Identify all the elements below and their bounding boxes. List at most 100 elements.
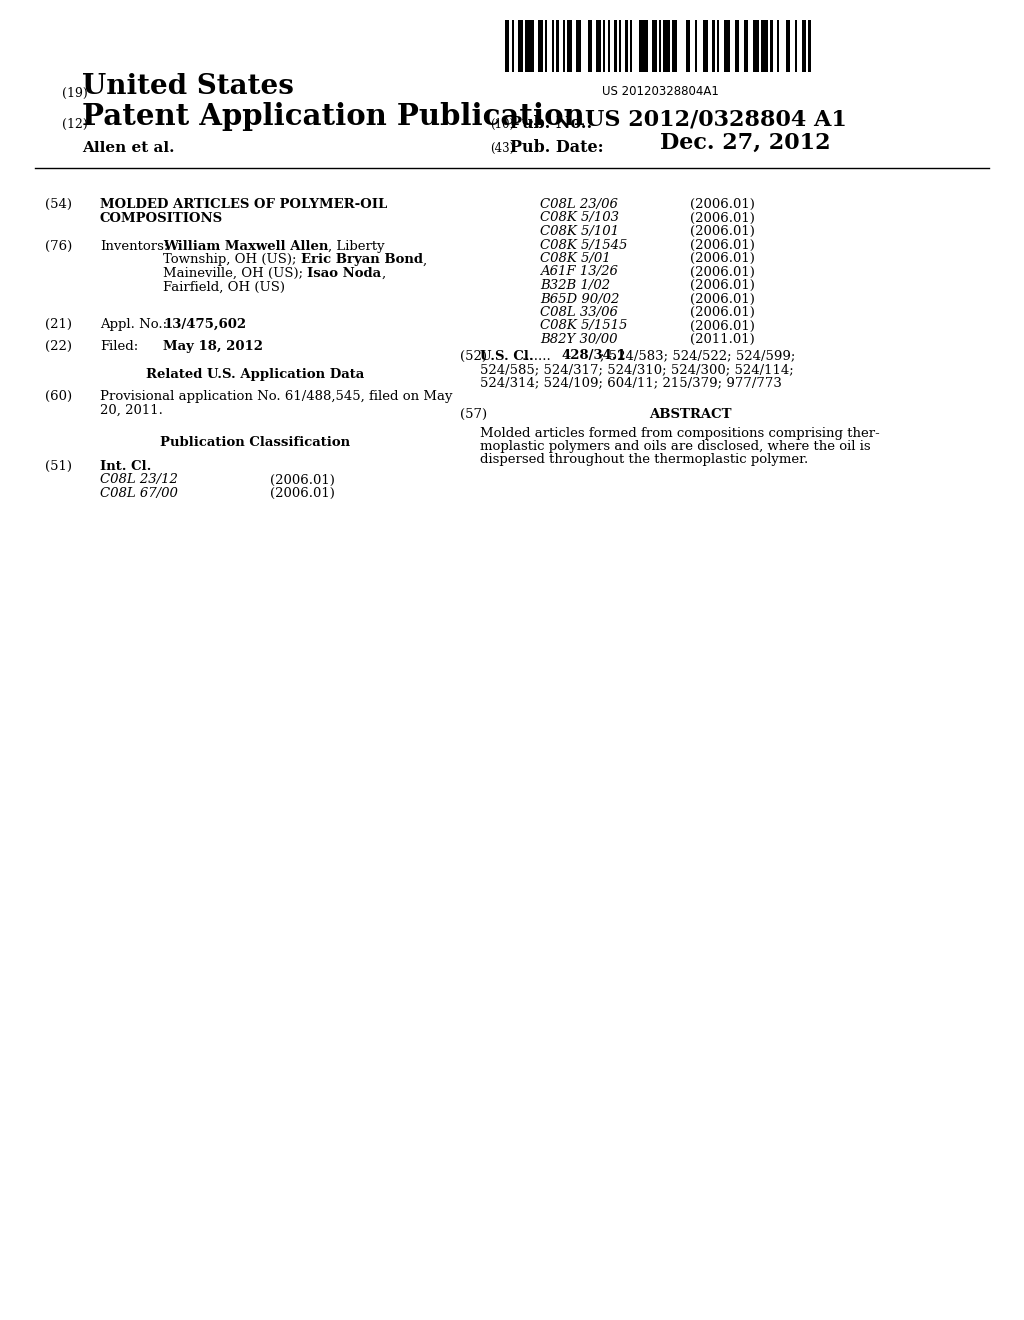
Bar — [525, 20, 534, 73]
Text: (2006.01): (2006.01) — [690, 293, 755, 305]
Text: Related U.S. Application Data: Related U.S. Application Data — [145, 368, 365, 381]
Text: .......: ....... — [522, 350, 552, 363]
Text: United States: United States — [82, 73, 294, 100]
Bar — [703, 20, 708, 73]
Text: , Liberty: , Liberty — [329, 240, 385, 253]
Bar — [639, 20, 648, 73]
Text: 524/314; 524/109; 604/11; 215/379; 977/773: 524/314; 524/109; 604/11; 215/379; 977/7… — [480, 376, 782, 389]
Bar — [694, 20, 696, 73]
Text: Molded articles formed from compositions comprising ther-: Molded articles formed from compositions… — [480, 426, 880, 440]
Text: (51): (51) — [45, 459, 72, 473]
Text: Pub. Date:: Pub. Date: — [510, 139, 603, 156]
Text: C08K 5/1545: C08K 5/1545 — [540, 239, 628, 252]
Bar — [505, 20, 510, 73]
Text: (2006.01): (2006.01) — [690, 265, 755, 279]
Text: dispersed throughout the thermoplastic polymer.: dispersed throughout the thermoplastic p… — [480, 454, 808, 466]
Text: MOLDED ARTICLES OF POLYMER-OIL: MOLDED ARTICLES OF POLYMER-OIL — [100, 198, 387, 211]
Bar — [808, 20, 811, 73]
Bar — [777, 20, 779, 73]
Text: May 18, 2012: May 18, 2012 — [163, 341, 263, 352]
Bar — [588, 20, 592, 73]
Text: Int. Cl.: Int. Cl. — [100, 459, 152, 473]
Text: (54): (54) — [45, 198, 72, 211]
Text: Inventors:: Inventors: — [100, 240, 168, 253]
Text: US 2012/0328804 A1: US 2012/0328804 A1 — [585, 108, 847, 129]
Bar — [614, 20, 616, 73]
Text: Allen et al.: Allen et al. — [82, 141, 174, 154]
Text: Patent Application Publication: Patent Application Publication — [82, 102, 585, 131]
Bar — [539, 20, 543, 73]
Text: Appl. No.:: Appl. No.: — [100, 318, 167, 331]
Bar — [762, 20, 768, 73]
Text: ,: , — [423, 253, 427, 267]
Text: Dec. 27, 2012: Dec. 27, 2012 — [660, 132, 830, 154]
Bar — [770, 20, 773, 73]
Text: (2006.01): (2006.01) — [270, 487, 335, 500]
Bar — [577, 20, 581, 73]
Text: C08L 23/12: C08L 23/12 — [100, 474, 178, 487]
Bar — [786, 20, 791, 73]
Bar — [607, 20, 610, 73]
Text: William Maxwell Allen: William Maxwell Allen — [163, 240, 329, 253]
Text: (2006.01): (2006.01) — [690, 239, 755, 252]
Text: C08K 5/1515: C08K 5/1515 — [540, 319, 628, 333]
Text: (12): (12) — [62, 117, 88, 131]
Text: (22): (22) — [45, 341, 72, 352]
Text: (2006.01): (2006.01) — [690, 279, 755, 292]
Text: (52): (52) — [460, 350, 487, 363]
Text: (2006.01): (2006.01) — [690, 306, 755, 319]
Text: (2006.01): (2006.01) — [690, 211, 755, 224]
Text: C08K 5/01: C08K 5/01 — [540, 252, 610, 265]
Text: C08L 33/06: C08L 33/06 — [540, 306, 617, 319]
Text: ABSTRACT: ABSTRACT — [649, 408, 731, 421]
Text: U.S. Cl.: U.S. Cl. — [480, 350, 534, 363]
Bar — [686, 20, 690, 73]
Text: (2006.01): (2006.01) — [270, 474, 335, 487]
Bar — [552, 20, 554, 73]
Text: COMPOSITIONS: COMPOSITIONS — [100, 211, 223, 224]
Text: C08L 67/00: C08L 67/00 — [100, 487, 178, 500]
Bar — [596, 20, 601, 73]
Bar — [717, 20, 719, 73]
Bar — [563, 20, 565, 73]
Bar — [753, 20, 759, 73]
Bar — [652, 20, 656, 73]
Text: (57): (57) — [460, 408, 487, 421]
Text: (2006.01): (2006.01) — [690, 319, 755, 333]
Text: 428/34.1: 428/34.1 — [562, 350, 627, 363]
Text: (60): (60) — [45, 389, 72, 403]
Text: ; 524/583; 524/522; 524/599;: ; 524/583; 524/522; 524/599; — [600, 350, 796, 363]
Text: B32B 1/02: B32B 1/02 — [540, 279, 610, 292]
Bar — [713, 20, 715, 73]
Text: A61F 13/26: A61F 13/26 — [540, 265, 617, 279]
Text: Pub. No.:: Pub. No.: — [510, 115, 592, 132]
Bar — [795, 20, 797, 73]
Text: 20, 2011.: 20, 2011. — [100, 404, 163, 417]
Text: Isao Noda: Isao Noda — [307, 267, 382, 280]
Bar — [512, 20, 514, 73]
Bar — [734, 20, 739, 73]
Bar — [724, 20, 730, 73]
Text: Township, OH (US);: Township, OH (US); — [163, 253, 301, 267]
Text: C08L 23/06: C08L 23/06 — [540, 198, 617, 211]
Bar — [626, 20, 628, 73]
Text: 524/585; 524/317; 524/310; 524/300; 524/114;: 524/585; 524/317; 524/310; 524/300; 524/… — [480, 363, 794, 376]
Bar — [556, 20, 558, 73]
Text: B82Y 30/00: B82Y 30/00 — [540, 333, 617, 346]
Bar — [518, 20, 523, 73]
Text: (76): (76) — [45, 240, 73, 253]
Text: Publication Classification: Publication Classification — [160, 436, 350, 449]
Text: C08K 5/101: C08K 5/101 — [540, 224, 618, 238]
Text: C08K 5/103: C08K 5/103 — [540, 211, 618, 224]
Bar — [743, 20, 749, 73]
Text: (21): (21) — [45, 318, 72, 331]
Text: (19): (19) — [62, 87, 88, 100]
Bar — [545, 20, 548, 73]
Text: Fairfield, OH (US): Fairfield, OH (US) — [163, 281, 285, 293]
Text: (43): (43) — [490, 143, 514, 154]
Text: ,: , — [382, 267, 386, 280]
Text: (2006.01): (2006.01) — [690, 198, 755, 211]
Text: US 20120328804A1: US 20120328804A1 — [601, 84, 719, 98]
Text: B65D 90/02: B65D 90/02 — [540, 293, 620, 305]
Text: (2011.01): (2011.01) — [690, 333, 755, 346]
